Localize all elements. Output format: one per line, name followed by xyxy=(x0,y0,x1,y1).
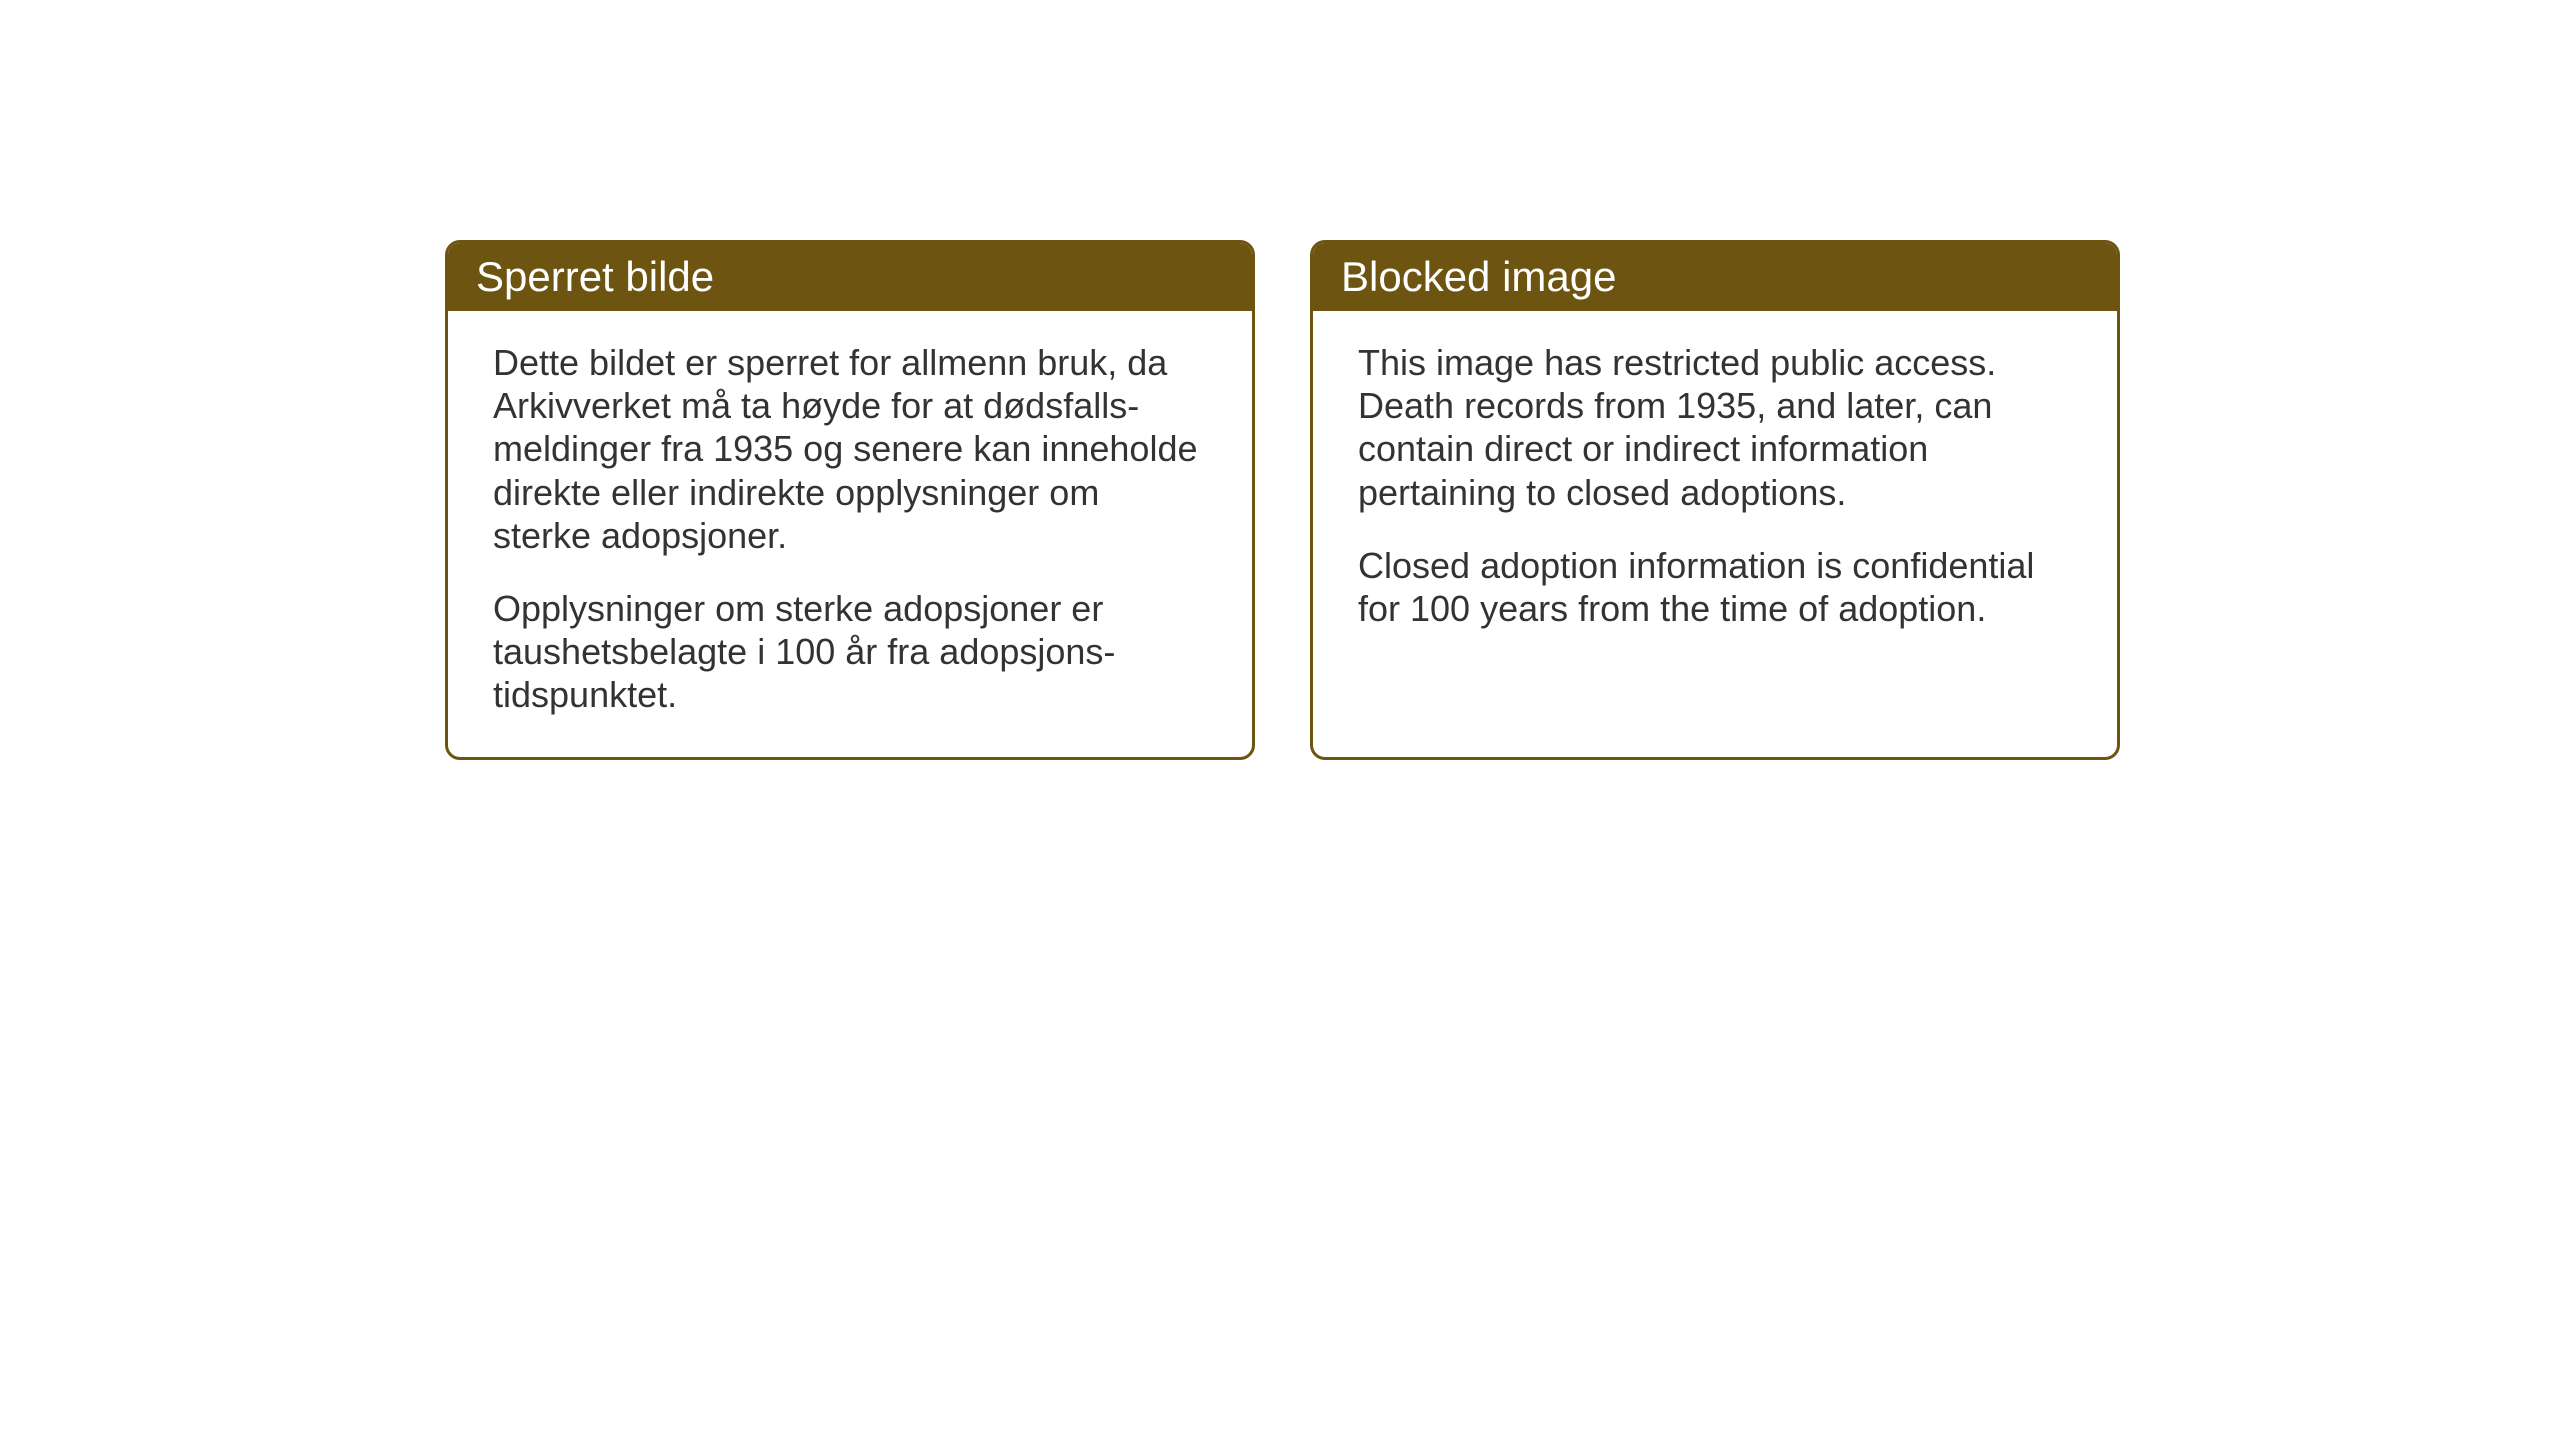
notice-card-english: Blocked image This image has restricted … xyxy=(1310,240,2120,760)
notice-title-norwegian: Sperret bilde xyxy=(476,253,714,300)
notice-header-norwegian: Sperret bilde xyxy=(448,243,1252,311)
notice-paragraph-1-english: This image has restricted public access.… xyxy=(1358,341,2072,514)
notice-body-english: This image has restricted public access.… xyxy=(1313,311,2117,670)
notice-card-norwegian: Sperret bilde Dette bildet er sperret fo… xyxy=(445,240,1255,760)
notice-body-norwegian: Dette bildet er sperret for allmenn bruk… xyxy=(448,311,1252,757)
notice-title-english: Blocked image xyxy=(1341,253,1616,300)
notice-header-english: Blocked image xyxy=(1313,243,2117,311)
notice-paragraph-2-english: Closed adoption information is confident… xyxy=(1358,544,2072,630)
notice-paragraph-1-norwegian: Dette bildet er sperret for allmenn bruk… xyxy=(493,341,1207,557)
notice-container: Sperret bilde Dette bildet er sperret fo… xyxy=(445,240,2120,760)
notice-paragraph-2-norwegian: Opplysninger om sterke adopsjoner er tau… xyxy=(493,587,1207,717)
